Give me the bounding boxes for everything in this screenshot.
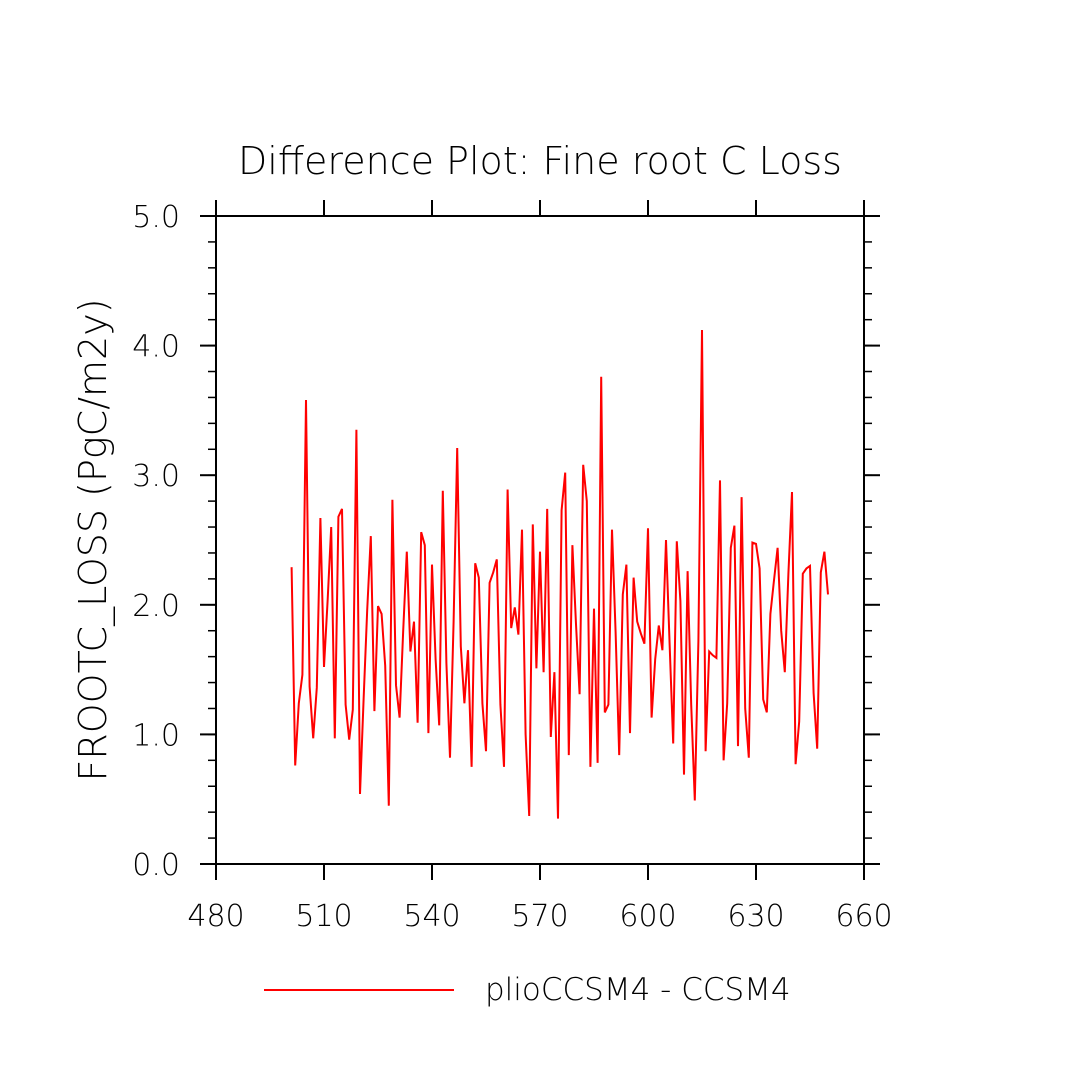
- legend-label: plioCCSM4 - CCSM4: [485, 972, 791, 1008]
- y-tick-label: 0.0: [132, 848, 180, 883]
- y-tick-label: 2.0: [132, 589, 180, 624]
- y-tick-label: 5.0: [132, 200, 180, 235]
- plot-series: [290, 329, 829, 819]
- y-tick-label: 3.0: [132, 459, 180, 494]
- plot-frame: [215, 215, 865, 865]
- series-line: [290, 329, 829, 819]
- y-axis-label: FROOTC_LOSS (PgC/m2y): [71, 298, 116, 781]
- y-tick-label: 1.0: [132, 718, 180, 753]
- axis-ticks: [200, 200, 880, 880]
- y-tick-label: 4.0: [132, 330, 180, 365]
- x-tick-label: 570: [511, 899, 568, 934]
- x-tick-label: 540: [403, 899, 460, 934]
- x-tick-label: 600: [619, 899, 676, 934]
- chart-title: Difference Plot: Fine root C Loss: [238, 139, 842, 183]
- x-tick-label: 480: [187, 899, 244, 934]
- axis-tick-labels: 480 510 540 570 600 630 660 0.0 1.0 2.0 3.0 4.0 5.0: [132, 200, 892, 934]
- x-tick-label: 660: [835, 899, 892, 934]
- legend: plioCCSM4 - CCSM4: [264, 972, 791, 1008]
- x-tick-label: 510: [295, 899, 352, 934]
- x-tick-label: 630: [727, 899, 784, 934]
